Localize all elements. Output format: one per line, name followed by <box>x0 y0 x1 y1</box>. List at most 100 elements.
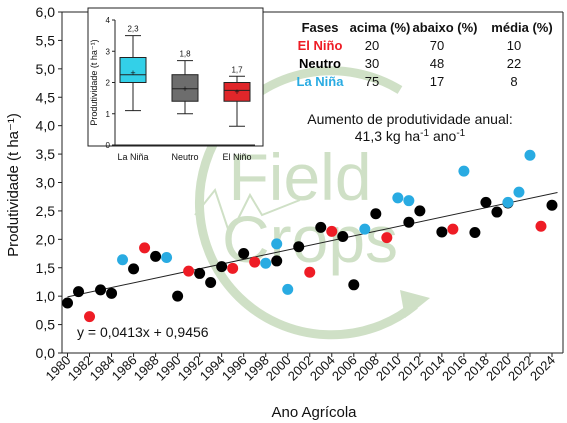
point-el-nino <box>381 232 393 244</box>
y-tick-label: 1,5 <box>36 260 56 276</box>
point-neutro <box>469 227 481 239</box>
watermark-zigzag <box>194 187 301 238</box>
table-cell: 8 <box>510 74 517 89</box>
point-neutro <box>216 261 228 273</box>
point-la-nina <box>117 254 129 266</box>
point-neutro <box>370 208 382 220</box>
point-neutro <box>194 267 206 279</box>
table-row-label: Neutro <box>299 56 341 71</box>
point-neutro <box>293 241 305 253</box>
point-el-nino <box>249 256 261 268</box>
point-neutro <box>436 226 448 238</box>
table-cell: 17 <box>430 74 444 89</box>
point-el-nino <box>84 311 96 323</box>
inset-box-neutro <box>171 74 199 102</box>
point-neutro <box>205 277 217 289</box>
point-la-nina <box>458 165 470 177</box>
y-tick-label: 4,0 <box>36 118 56 134</box>
inset-y-tick-label: 4 <box>106 16 111 25</box>
inset-box-la-nina <box>119 57 147 83</box>
y-tick-label: 1,0 <box>36 288 56 304</box>
point-neutro <box>271 255 283 267</box>
table-row-label: El Niño <box>298 38 343 53</box>
point-la-nina <box>524 149 536 161</box>
y-tick-label: 0,0 <box>36 345 56 361</box>
inset-boxplot: 0 1 2 3 4 Produtividade (t ha⁻¹) +2,3 La Niña +1… <box>87 7 264 162</box>
inset-mean-marker-neutro: + <box>182 84 187 94</box>
y-tick-label: 0,5 <box>36 317 56 333</box>
point-el-nino <box>227 262 239 274</box>
inset-x-tick-label-la-nina: La Niña <box>117 152 148 162</box>
point-neutro <box>315 221 327 233</box>
inset-mean-marker-el-nino: + <box>234 87 239 97</box>
table-header: acima (%) <box>350 20 411 35</box>
inset-y-tick-label: 2 <box>106 79 111 88</box>
y-tick-label: 3,5 <box>36 146 56 162</box>
inset-mean-label-neutro: 1,8 <box>179 50 191 59</box>
inset-y-tick-label: 0 <box>106 141 111 150</box>
inset-y-tick-label: 3 <box>106 47 111 56</box>
inset-y-tick-label: 1 <box>106 110 111 119</box>
point-el-nino <box>535 220 547 232</box>
point-neutro <box>238 248 250 260</box>
point-la-nina <box>359 223 371 235</box>
point-la-nina <box>161 252 173 264</box>
point-neutro <box>150 250 162 262</box>
inset-y-axis-label: Produtividade (t ha⁻¹) <box>89 39 99 125</box>
point-neutro <box>128 263 140 275</box>
point-el-nino <box>183 265 195 277</box>
point-la-nina <box>513 186 525 198</box>
y-tick-label: 2,0 <box>36 231 56 247</box>
point-la-nina <box>260 257 272 269</box>
trendline <box>67 191 558 298</box>
point-el-nino <box>326 225 338 237</box>
point-la-nina <box>282 283 294 295</box>
point-neutro <box>414 205 426 217</box>
point-neutro <box>106 287 118 299</box>
table-row-label: La Niña <box>297 74 345 89</box>
inset-x-tick-label-neutro: Neutro <box>171 152 198 162</box>
point-la-nina <box>502 196 514 208</box>
phase-table: Fases acima (%) abaixo (%) média (%) El Niño… <box>297 20 553 89</box>
point-neutro <box>95 284 107 296</box>
annotation-line-2: 41,3 kg ha-1 ano-1 <box>355 128 466 144</box>
point-la-nina <box>403 195 415 207</box>
point-neutro <box>491 206 503 218</box>
y-tick-label: 4,5 <box>36 89 56 105</box>
point-la-nina <box>271 238 283 250</box>
inset-box-el-nino <box>223 82 251 102</box>
watermark-arc <box>195 66 418 340</box>
table-cell: 20 <box>365 38 379 53</box>
inset-mean-label-la-nina: 2,3 <box>127 25 139 34</box>
table-header: Fases <box>302 20 339 35</box>
point-el-nino <box>447 223 459 235</box>
watermark-text-1: Field <box>228 140 371 214</box>
y-tick-label: 6,0 <box>36 4 56 20</box>
point-neutro <box>337 230 349 242</box>
annotation-line-1: Aumento de produtividade anual: <box>307 111 512 127</box>
table-cell: 10 <box>507 38 521 53</box>
table-cell: 48 <box>430 56 444 71</box>
point-neutro <box>73 286 85 298</box>
table-cell: 22 <box>507 56 521 71</box>
point-la-nina <box>392 192 404 204</box>
trendline-equation: y = 0,0413x + 0,9456 <box>77 324 209 340</box>
x-tick-label: 2024 <box>527 353 558 384</box>
table-cell: 70 <box>430 38 444 53</box>
y-tick-label: 2,5 <box>36 203 56 219</box>
point-neutro <box>348 279 360 291</box>
point-neutro <box>403 216 415 228</box>
point-neutro <box>546 199 558 211</box>
inset-x-tick-label-el-nino: El Niño <box>222 152 251 162</box>
y-tick-label: 5,5 <box>36 32 56 48</box>
x-axis-label: Ano Agrícola <box>271 404 357 421</box>
point-el-nino <box>139 242 151 254</box>
point-neutro <box>480 196 492 208</box>
watermark-arrowhead <box>400 290 430 318</box>
point-el-nino <box>304 266 316 278</box>
point-neutro <box>172 290 184 302</box>
y-tick-label: 3,0 <box>36 175 56 191</box>
table-cell: 30 <box>365 56 379 71</box>
